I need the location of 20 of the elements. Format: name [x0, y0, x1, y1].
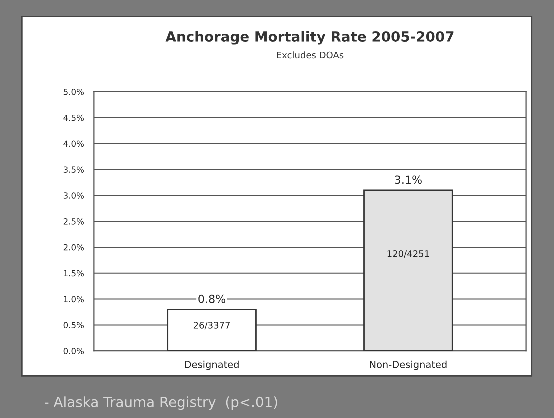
y-tick-label: 4.5% — [64, 114, 84, 122]
chart-title: Anchorage Mortality Rate 2005-2007 — [166, 31, 454, 45]
y-tick-label: 0.0% — [64, 348, 84, 354]
y-tick-label: 4.0% — [64, 140, 84, 148]
data-label: 3.1% — [395, 176, 422, 184]
data-label: 0.8% — [198, 294, 226, 304]
x-tick-label: Designated — [185, 360, 239, 370]
y-tick-label: 1.0% — [64, 296, 84, 303]
y-tick-label: 0.5% — [64, 322, 84, 328]
annotation: 26/3377 — [194, 322, 230, 330]
y-tick-label: 2.0% — [64, 244, 84, 251]
x-tick-label: Non-Designated — [370, 360, 447, 370]
y-tick-label: 1.5% — [64, 270, 84, 277]
y-tick-label: 3.0% — [64, 192, 84, 199]
annotation: 120/4251 — [388, 250, 430, 258]
y-tick-label: 5.0% — [64, 88, 84, 96]
text: - Alaska Trauma Registry (p<.01) — [45, 396, 278, 410]
y-tick-label: 3.5% — [64, 166, 84, 173]
chart-subtitle: Excludes DOAs — [277, 52, 344, 59]
y-tick-label: 2.5% — [64, 218, 84, 225]
